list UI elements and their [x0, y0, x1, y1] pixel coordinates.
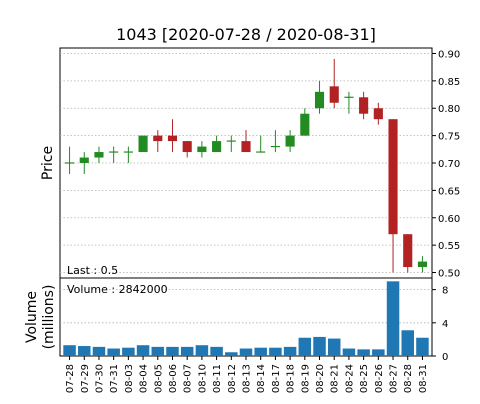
- volume-tick-label: 8: [442, 286, 448, 297]
- volume-axis-label-line: (millions): [41, 285, 57, 350]
- volume-bar: [357, 349, 370, 356]
- date-tick-label: 08-12: [227, 364, 238, 393]
- volume-axis-label-line: Volume: [24, 291, 40, 343]
- date-tick-label: 08-31: [418, 364, 429, 393]
- date-tick-label: 08-21: [330, 364, 341, 393]
- candle-body: [314, 91, 325, 109]
- candle-body: [94, 152, 104, 158]
- date-tick-label: 08-26: [374, 364, 385, 393]
- date-tick-label: 08-05: [153, 364, 164, 393]
- date-tick-label: 07-28: [65, 364, 76, 393]
- volume-bar: [92, 346, 106, 356]
- volume-annotation: Volume : 2842000: [67, 283, 168, 296]
- date-tick-label: 08-27: [389, 364, 400, 393]
- date-tick-label: 08-10: [197, 364, 208, 393]
- volume-bar: [195, 345, 209, 356]
- volume-bar: [372, 349, 385, 356]
- price-tick-label: 0.80: [438, 104, 460, 115]
- candle-body: [79, 157, 89, 163]
- candle-body: [403, 234, 413, 268]
- price-tick-label: 0.60: [438, 214, 460, 225]
- candle-body: [197, 146, 207, 153]
- candle-body: [285, 135, 295, 147]
- volume-bar: [78, 346, 91, 356]
- date-tick-label: 08-13: [242, 364, 253, 393]
- date-tick-label: 08-24: [344, 364, 355, 393]
- volume-tick-label: 0: [442, 352, 448, 363]
- volume-bar: [122, 347, 135, 356]
- candle-body: [182, 141, 192, 153]
- date-tick-label: 07-30: [94, 364, 105, 393]
- date-tick-label: 08-06: [168, 364, 179, 393]
- volume-bar: [166, 346, 179, 356]
- price-tick-label: 0.50: [438, 269, 460, 280]
- volume-bar: [401, 330, 414, 356]
- date-tick-label: 08-19: [300, 364, 311, 393]
- candle-body: [167, 135, 178, 142]
- volume-bar: [283, 346, 297, 356]
- volume-bar: [136, 345, 150, 356]
- price-tick-label: 0.85: [438, 77, 460, 88]
- date-tick-label: 08-11: [212, 364, 223, 393]
- volume-bar: [416, 337, 429, 356]
- volume-bar: [180, 346, 194, 356]
- date-tick-label: 08-17: [271, 364, 282, 393]
- volume-bar: [269, 347, 282, 356]
- price-tick-label: 0.70: [438, 159, 460, 170]
- date-tick-label: 08-14: [256, 364, 267, 393]
- candle-body: [138, 135, 148, 153]
- volume-bar: [342, 348, 356, 356]
- volume-bar: [107, 348, 120, 356]
- candle-body: [153, 135, 163, 142]
- volume-bar: [298, 337, 312, 356]
- volume-bar: [225, 352, 238, 356]
- price-tick-label: 0.55: [438, 241, 460, 252]
- chart-title: 1043 [2020-07-28 / 2020-08-31]: [116, 25, 376, 44]
- volume-bar: [151, 346, 165, 356]
- date-tick-label: 07-31: [109, 364, 120, 393]
- date-tick-label: 07-29: [80, 364, 91, 393]
- candle-body: [212, 141, 222, 153]
- volume-bar: [63, 345, 76, 356]
- volume-bar: [386, 281, 400, 356]
- candle-body: [241, 141, 251, 153]
- volume-bar: [254, 347, 267, 356]
- volume-bar: [327, 338, 341, 356]
- date-tick-label: 08-25: [359, 364, 370, 393]
- candle-body: [300, 113, 310, 136]
- volume-bar: [239, 348, 253, 356]
- price-annotation: Last : 0.5: [67, 264, 118, 277]
- volume-axis-label: Volume(millions): [24, 285, 57, 350]
- price-tick-label: 0.65: [438, 186, 460, 197]
- candle-body: [417, 261, 428, 268]
- date-tick-label: 08-04: [139, 364, 150, 393]
- volume-tick-label: 4: [442, 319, 448, 330]
- candle-body: [359, 97, 369, 114]
- candle-body: [388, 119, 398, 235]
- date-tick-label: 08-20: [315, 364, 326, 393]
- volume-bar: [210, 346, 223, 356]
- price-tick-label: 0.90: [438, 49, 460, 60]
- date-tick-label: 08-07: [183, 364, 194, 393]
- date-tick-label: 08-28: [403, 364, 414, 393]
- price-axis-label: Price: [40, 146, 56, 180]
- volume-bar: [313, 336, 326, 356]
- date-tick-label: 08-18: [286, 364, 297, 393]
- price-tick-label: 0.75: [438, 132, 460, 143]
- candle-body: [373, 108, 383, 120]
- date-tick-label: 08-03: [124, 364, 135, 393]
- candle-body: [329, 86, 339, 103]
